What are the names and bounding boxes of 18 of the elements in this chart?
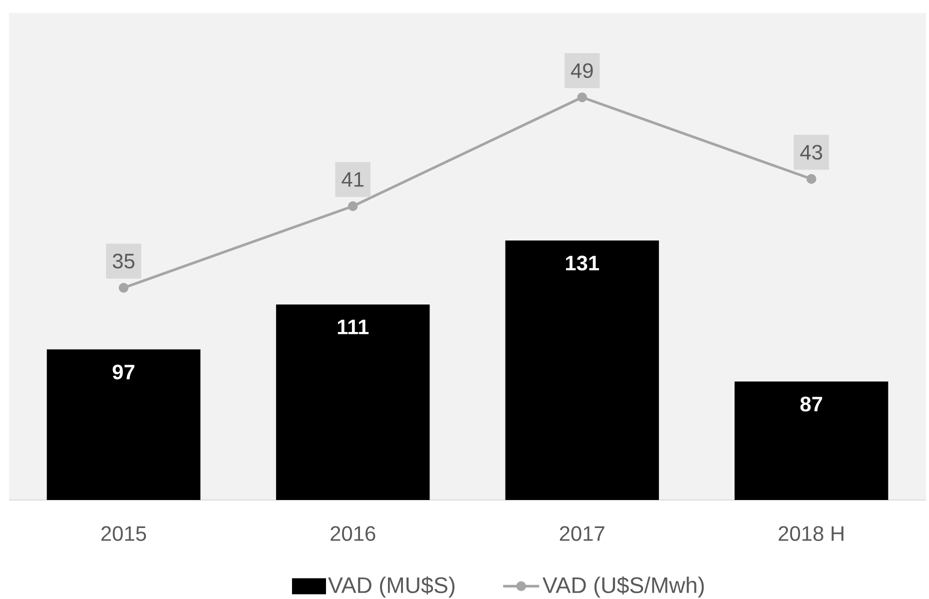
data-label: 87: [800, 396, 822, 412]
point: [806, 174, 816, 184]
data-label: 35: [112, 254, 134, 268]
legend-label: VAD (U$S/Mwh): [542, 576, 704, 598]
x-tick-label: 2018 H: [778, 526, 844, 541]
data-label: 41: [342, 172, 364, 187]
data-label: 97: [112, 364, 134, 380]
point: [348, 201, 358, 212]
data-label: 43: [800, 144, 822, 160]
point: [577, 92, 588, 102]
legend-label: VAD (MU$S): [328, 576, 454, 598]
data-label: 131: [566, 256, 599, 271]
point: [118, 282, 129, 293]
x-tick-label: 2016: [330, 526, 376, 541]
x-tick-label: 2017: [560, 526, 604, 541]
x-tick-label: 2015: [101, 526, 146, 541]
data-label: 111: [338, 320, 369, 334]
data-label: 49: [570, 63, 593, 78]
